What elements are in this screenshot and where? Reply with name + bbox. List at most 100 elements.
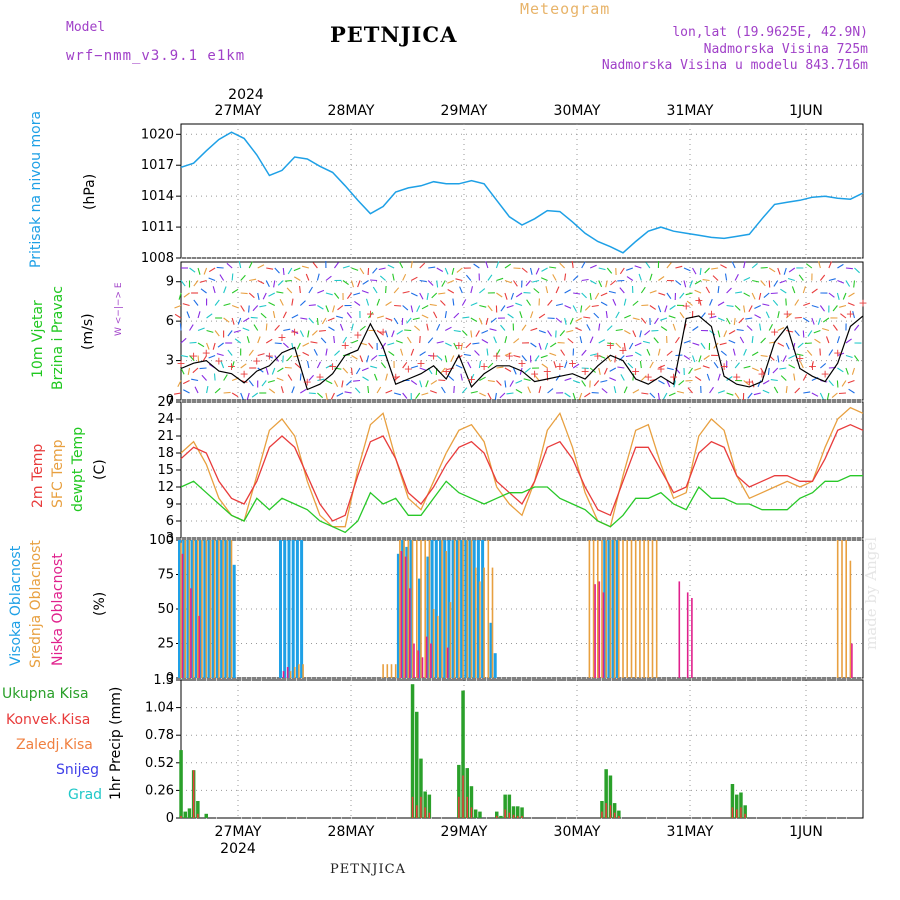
wind-arrow [540,277,548,282]
wind-arrow [308,374,315,381]
wind-arrow [826,392,830,400]
day-label-top: 28MAY [328,103,375,119]
wind-arrow [252,305,259,312]
wind-arrow [406,336,412,344]
wind-arrow [560,349,566,356]
precip-total-bar [499,815,503,818]
wind-gust-marker: + [644,370,653,383]
wind-arrow [672,323,676,331]
pressure-frame [180,123,864,259]
wind-arrow [504,336,508,344]
wind-arrow [538,386,542,394]
wind-arrow [513,280,518,287]
wind-arrow [444,355,448,363]
wind-arrow [640,375,647,381]
wind-arrow [249,278,257,282]
wind-arrow [286,355,293,362]
wind-arrow [610,280,617,286]
wind-arrow [381,342,387,350]
wind-arrow [385,317,393,321]
cloud-low-bar [409,588,411,678]
wind-arrow [421,314,429,319]
wind-arrow [237,317,242,325]
wind-arrow [521,267,528,273]
wind-arrow [720,264,727,269]
wind-arrow [760,367,765,375]
temperature-tick-label: 6 [166,514,174,529]
wind-arrow [773,386,779,394]
wind-arrow [614,355,617,363]
wind-arrow [825,336,830,344]
pressure-tick-label: 1014 [141,189,174,204]
wind-arrow [351,355,358,360]
wind-arrow [193,299,199,306]
cloud_cover-tick-label: 75 [157,568,174,583]
wind-gust-marker: + [606,339,615,352]
wind-arrow [265,367,269,375]
wind-arrow [515,389,523,394]
wind-arrow [598,323,601,331]
precip-total-bar [465,768,469,818]
wind-arrow [845,267,853,270]
wind-arrow [277,367,284,373]
wind-arrow [623,386,628,394]
wind-arrow [688,367,693,375]
cloud-mid-bar [639,540,641,678]
wind-gust-marker: + [833,347,842,360]
wind-arrow [354,387,361,394]
wind-arrow [180,280,186,287]
wind-arrow [760,337,766,344]
wind-arrow [391,330,395,338]
wind-arrow [240,274,246,281]
wind-arrow [581,278,589,282]
precip-convective-bar [508,812,511,818]
wind-arrow [606,325,613,331]
wind-arrow [410,261,413,269]
wind-arrow [487,305,493,312]
wind-arrow [581,292,587,299]
wind-arrow [287,267,293,275]
wind-arrow [632,389,640,394]
wind-arrow [683,340,691,344]
cloud-mid-bar [466,540,469,678]
cloud-high-bar [295,540,299,678]
precipitation-tick-label: 0.26 [145,783,174,798]
wind-arrow [320,337,327,344]
wind-arrow [515,379,523,384]
wind-arrow [307,330,310,338]
wind-arrow [751,336,754,344]
wind-arrow [189,324,194,331]
wind-arrow [717,301,725,306]
wind-arrow [385,389,393,394]
wind-arrow [754,305,761,309]
wind-arrow [649,273,653,281]
wind-arrow [746,325,753,331]
wind-arrow [743,348,747,356]
wind-gust-marker: + [505,349,514,362]
wind-arrow [559,330,566,337]
wind-arrow [461,299,467,306]
wind-arrow [641,392,649,395]
wind-arrow [332,305,335,313]
wind-arrow [274,267,280,274]
wind-arrow [828,261,833,269]
cloud-mid-bar [192,540,195,678]
wind-arrow [412,317,420,321]
wind-arrow [402,273,407,281]
wind-arrow [724,273,728,281]
cloud-high-bar [447,540,451,678]
wind-arrow [493,336,497,344]
wind-arrow [197,327,205,332]
wind-arrow [818,261,821,269]
precip-convective-bar [613,812,616,818]
precipitation-tick-label: 1.3 [153,673,174,688]
cloud-low-bar [425,636,428,678]
wind-arrow [510,292,514,300]
wind-arrow [394,304,402,307]
precip-total-label: Ukupna Kisa [2,686,89,702]
wind-arrow [325,380,333,385]
wind-arrow [564,317,567,325]
wind-arrow [660,317,668,321]
wind-arrow [248,349,254,356]
precip-total-bar [415,711,419,818]
